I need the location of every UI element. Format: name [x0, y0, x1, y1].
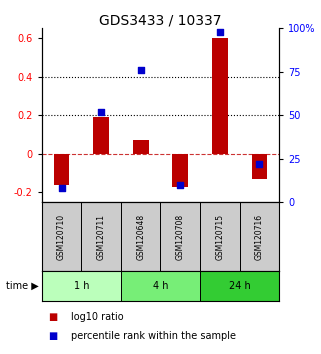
Text: ■: ■ [48, 331, 57, 341]
Text: GSM120648: GSM120648 [136, 213, 145, 260]
Bar [121, 202, 160, 272]
Bar [160, 202, 200, 272]
Bar [200, 272, 279, 301]
Bar [121, 272, 200, 301]
Point [217, 29, 222, 35]
Text: GSM120710: GSM120710 [57, 213, 66, 260]
Text: ■: ■ [48, 312, 57, 321]
Bar [212, 38, 228, 154]
Text: time ▶: time ▶ [6, 281, 39, 291]
Text: GSM120716: GSM120716 [255, 213, 264, 260]
Bar [252, 154, 267, 179]
Bar [93, 117, 109, 154]
Text: log10 ratio: log10 ratio [71, 312, 123, 321]
Bar [172, 154, 188, 187]
Point [257, 161, 262, 167]
Point [59, 185, 64, 191]
Bar [200, 202, 240, 272]
Bar [133, 140, 149, 154]
Text: 1 h: 1 h [74, 281, 89, 291]
Text: percentile rank within the sample: percentile rank within the sample [71, 331, 236, 341]
Text: GSM120711: GSM120711 [97, 214, 106, 260]
Bar [42, 202, 81, 272]
Bar [240, 202, 279, 272]
Point [178, 182, 183, 187]
Bar [42, 272, 121, 301]
Bar [81, 202, 121, 272]
Point [138, 67, 143, 73]
Title: GDS3433 / 10337: GDS3433 / 10337 [99, 13, 222, 27]
Text: 24 h: 24 h [229, 281, 251, 291]
Point [99, 109, 104, 114]
Bar [54, 154, 69, 184]
Text: 4 h: 4 h [153, 281, 168, 291]
Text: GSM120715: GSM120715 [215, 213, 224, 260]
Text: GSM120708: GSM120708 [176, 213, 185, 260]
